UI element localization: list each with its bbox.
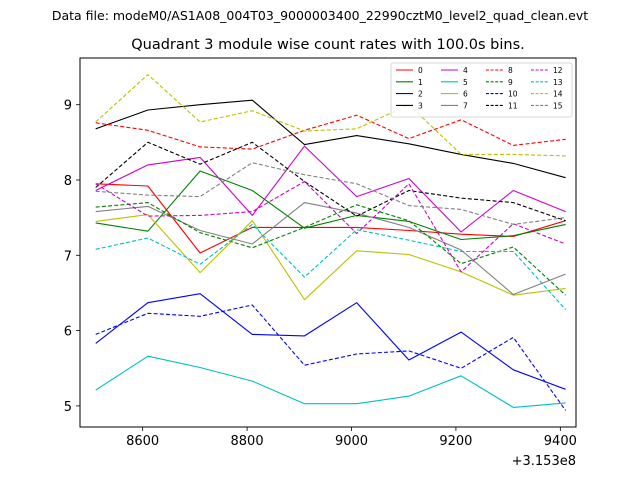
series-line-15 [95,162,566,225]
series-line-14 [95,74,566,157]
series-line-9 [95,202,566,296]
chart-title: Quadrant 3 module wise count rates with … [131,37,525,53]
x-tick-label-9400: 9400 [544,434,577,449]
x-axis: 8600 8800 9000 9200 9400 [126,427,577,449]
y-axis: 5 6 7 8 9 [64,99,80,415]
legend-label-11: 11 [508,101,518,110]
legend-label-13: 13 [553,78,563,87]
x-offset-label: +3.153e8 [512,454,576,469]
series-line-10 [95,304,567,411]
legend-label-1: 1 [418,78,423,87]
series-line-2 [95,293,566,390]
y-tick-label-6: 6 [64,325,72,340]
x-tick-label-9000: 9000 [335,434,368,449]
series-line-3 [95,99,566,179]
series-line-8 [95,114,566,150]
series-line-13 [95,223,567,310]
series-line-1 [95,170,566,241]
x-tick-label-8600: 8600 [126,434,159,449]
legend-label-4: 4 [463,66,468,75]
legend-label-12: 12 [553,66,563,75]
legend-label-3: 3 [418,101,423,110]
series-line-4 [95,145,566,233]
y-tick-label-9: 9 [64,99,72,114]
y-tick-label-7: 7 [64,249,72,264]
y-tick-label-5: 5 [64,400,72,415]
plot-frame [79,57,577,428]
legend-label-2: 2 [418,90,423,99]
legend-label-7: 7 [463,101,468,110]
legend-label-5: 5 [463,78,468,87]
x-tick-label-8800: 8800 [231,434,264,449]
legend-box [390,62,573,118]
legend-label-0: 0 [418,66,423,75]
series-layer [95,74,567,411]
series-line-11 [95,141,566,222]
series-line-12 [95,180,566,273]
legend-label-15: 15 [553,101,563,110]
y-tick-label-8: 8 [64,174,72,189]
series-line-6 [95,214,566,301]
legend-label-6: 6 [463,90,468,99]
legend-label-14: 14 [553,90,563,99]
x-tick-label-9200: 9200 [439,434,472,449]
legend-label-9: 9 [508,78,513,87]
series-line-0 [95,183,566,254]
figure-suptitle: Data file: modeM0/AS1A08_004T03_90000034… [52,8,588,23]
series-line-5 [95,355,566,408]
legend-label-10: 10 [508,90,518,99]
legend-label-8: 8 [508,66,513,75]
